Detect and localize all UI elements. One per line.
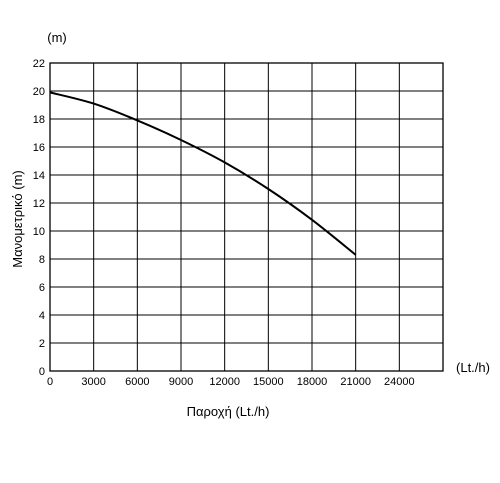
y-axis-title: Μανομετρικό (m) — [10, 170, 25, 267]
y-tick-label: 6 — [39, 282, 45, 294]
x-tick-label: 3000 — [81, 376, 105, 388]
series-curve — [49, 91, 357, 256]
x-axis-title: Παροχή (Lt./h) — [187, 404, 270, 419]
x-tick-label: 0 — [47, 376, 53, 388]
series-line — [49, 91, 357, 256]
y-tick-label: 20 — [33, 86, 45, 98]
x-tick-label: 15000 — [253, 376, 284, 388]
x-tick-label: 6000 — [125, 376, 149, 388]
y-unit-label: (m) — [47, 30, 67, 45]
y-tick-label: 12 — [33, 198, 45, 210]
x-tick-labels: 0 3000 6000 9000 12000 15000 18000 21000 24000 — [47, 376, 415, 388]
y-tick-label: 10 — [33, 226, 45, 238]
x-tick-label: 12000 — [209, 376, 240, 388]
y-tick-labels: 0 2 4 6 8 10 12 14 16 18 20 22 — [33, 58, 45, 378]
plot-border — [49, 62, 444, 372]
x-tick-label: 21000 — [340, 376, 371, 388]
y-tick-label: 8 — [39, 254, 45, 266]
y-tick-label: 16 — [33, 142, 45, 154]
x-unit-label: (Lt./h) — [456, 360, 490, 375]
x-tick-label: 24000 — [384, 376, 415, 388]
y-tick-label: 14 — [33, 170, 45, 182]
x-tick-label: 18000 — [297, 376, 328, 388]
y-tick-label: 0 — [39, 366, 45, 378]
x-tick-label: 9000 — [169, 376, 193, 388]
y-tick-label: 2 — [39, 338, 45, 350]
y-tick-label: 22 — [33, 58, 45, 70]
y-tick-label: 4 — [39, 310, 45, 322]
y-tick-label: 18 — [33, 114, 45, 126]
plot-frame — [49, 62, 444, 372]
